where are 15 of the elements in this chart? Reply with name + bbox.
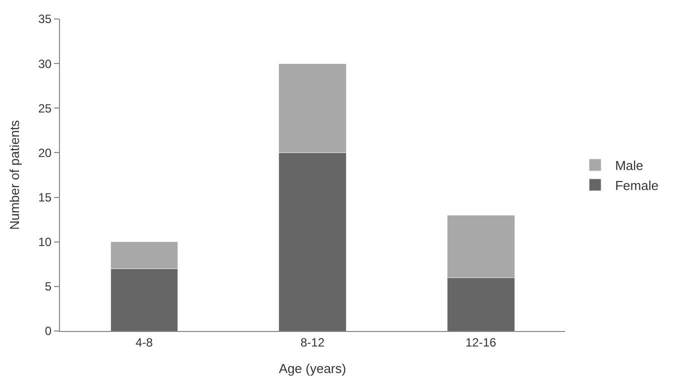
y-tick-label: 25 <box>38 101 52 116</box>
y-tick-label: 5 <box>44 280 52 294</box>
y-tick-label: 20 <box>38 146 52 160</box>
y-tick-label: 35 <box>38 12 52 26</box>
y-tick-label: 10 <box>38 235 52 250</box>
x-tick-label: 12-16 <box>465 335 496 350</box>
x-axis-title: Age (years) <box>278 361 346 376</box>
y-tick-label: 30 <box>38 56 52 71</box>
y-tick-label: 15 <box>38 190 52 204</box>
y-tick-label: 0 <box>44 324 52 338</box>
x-tick-label: 4-8 <box>136 335 154 350</box>
y-axis-title: Number of patients <box>7 120 22 230</box>
legend-label: Male <box>615 158 644 174</box>
x-tick-label: 8-12 <box>300 335 325 350</box>
legend-label: Female <box>615 178 658 193</box>
